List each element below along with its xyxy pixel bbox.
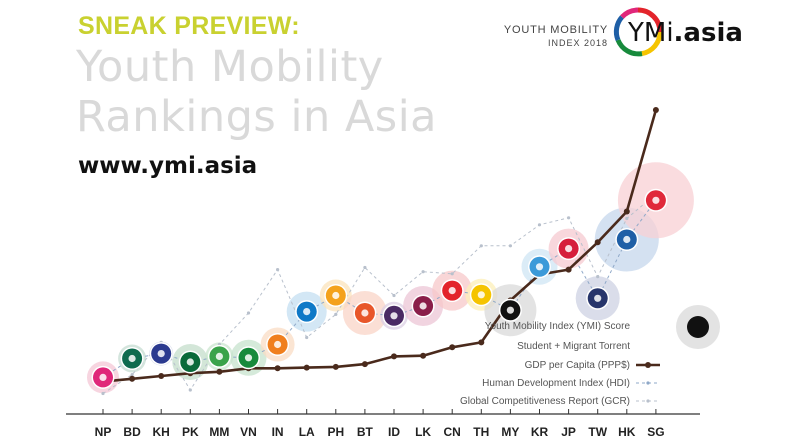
gdp-point-sg bbox=[652, 107, 659, 113]
gcr-point-np bbox=[101, 391, 105, 396]
flag-emblem-cn bbox=[448, 287, 456, 295]
gdp-point-kh bbox=[158, 373, 165, 379]
preview-kicker: SNEAK PREVIEW: bbox=[78, 12, 300, 40]
gdp-point-bt bbox=[361, 361, 368, 368]
flag-emblem-id bbox=[390, 312, 398, 320]
legend-gcr-label: Global Competitiveness Report (GCR) bbox=[459, 396, 630, 407]
gdp-point-mm bbox=[216, 368, 223, 375]
flag-emblem-vn bbox=[244, 354, 253, 362]
x-tick-label-in: IN bbox=[272, 425, 284, 439]
gcr-point-lk bbox=[421, 270, 425, 274]
x-tick-label-th: TH bbox=[473, 425, 489, 439]
x-tick-label-tw: TW bbox=[588, 425, 607, 439]
logo-brand-suffix: .asia bbox=[673, 18, 743, 48]
x-tick-label-id: ID bbox=[388, 425, 400, 439]
chart-title-line-2: Rankings in Asia bbox=[76, 92, 437, 142]
gcr-point-hk bbox=[625, 216, 629, 221]
logo-subtitle-line-1: YOUTH MOBILITY bbox=[503, 24, 608, 36]
x-tick-label-mm: MM bbox=[209, 425, 229, 439]
flag-emblem-kr bbox=[535, 263, 544, 271]
gcr-point-jp bbox=[567, 216, 571, 220]
x-tick-label-ph: PH bbox=[327, 425, 344, 439]
x-tick-label-kh: KH bbox=[153, 425, 170, 439]
legend-gdp-label: GDP per Capita (PPP$) bbox=[524, 360, 630, 371]
gcr-point-pk bbox=[188, 388, 192, 392]
flag-emblem-sg bbox=[652, 196, 660, 204]
flag-emblem-lk bbox=[419, 302, 427, 310]
x-tick-label-la: LA bbox=[299, 425, 315, 439]
gcr-point-vn bbox=[246, 311, 251, 315]
flag-emblem-ph bbox=[332, 291, 340, 300]
legend-gcr-marker-dot bbox=[646, 399, 650, 403]
x-tick-label-bt: BT bbox=[357, 425, 374, 439]
flag-emblem-np bbox=[99, 373, 107, 381]
gdp-point-ph bbox=[332, 363, 339, 370]
gcr-point-cn bbox=[450, 272, 454, 276]
gdp-point-la bbox=[303, 364, 310, 371]
flag-emblem-in bbox=[274, 340, 282, 349]
flag-emblem-bt bbox=[361, 309, 369, 317]
x-tick-label-kr: KR bbox=[531, 425, 549, 439]
legend-hdi-marker-dot bbox=[646, 381, 650, 385]
legend-ymi-marker bbox=[687, 316, 709, 338]
gcr-point-id bbox=[392, 293, 396, 298]
logo-ring-icon bbox=[613, 7, 663, 57]
x-tick-label-my: MY bbox=[501, 425, 519, 439]
flag-emblem-pk bbox=[186, 358, 194, 366]
gcr-point-tw bbox=[596, 275, 600, 279]
website-url[interactable]: www.ymi.asia bbox=[78, 153, 258, 179]
gcr-point-ph bbox=[334, 312, 338, 316]
gdp-point-lk bbox=[420, 352, 427, 359]
gcr-point-my bbox=[508, 244, 512, 248]
x-tick-label-lk: LK bbox=[415, 425, 431, 439]
gdp-point-th bbox=[478, 339, 485, 346]
ymi-logo: YOUTH MOBILITY INDEX 2018 YMi.asia bbox=[500, 6, 743, 62]
x-tick-label-jp: JP bbox=[561, 425, 576, 439]
x-tick-label-pk: PK bbox=[182, 425, 199, 439]
chart-title-line-1: Youth Mobility bbox=[76, 42, 384, 92]
gdp-point-bd bbox=[129, 375, 136, 382]
gcr-point-kr bbox=[537, 223, 542, 227]
legend-gdp-marker-dot bbox=[645, 362, 651, 368]
flag-emblem-jp bbox=[565, 245, 573, 253]
gdp-point-jp bbox=[565, 266, 572, 273]
x-tick-label-sg: SG bbox=[647, 425, 664, 439]
gcr-point-bt bbox=[363, 265, 367, 270]
legend-torrent-label: Student + Migrant Torrent bbox=[517, 341, 630, 352]
flag-emblem-kh bbox=[157, 350, 165, 358]
gcr-point-bd bbox=[130, 373, 134, 377]
legend-hdi-label: Human Development Index (HDI) bbox=[482, 378, 630, 389]
logo-brand-prefix: YMi bbox=[628, 18, 674, 48]
flag-emblem-tw bbox=[594, 294, 602, 302]
flag-emblem-hk bbox=[623, 235, 631, 244]
logo-brand: YMi.asia bbox=[628, 18, 743, 48]
flag-emblem-la bbox=[303, 308, 311, 316]
flag-emblem-mm bbox=[215, 352, 223, 360]
gcr-point-in bbox=[276, 268, 280, 272]
x-tick-label-vn: VN bbox=[240, 425, 257, 439]
gdp-point-in bbox=[274, 365, 281, 372]
x-tick-label-np: NP bbox=[95, 425, 112, 439]
gcr-series-line bbox=[102, 193, 657, 394]
gdp-series-line bbox=[102, 109, 658, 383]
legend-ymi-label: Youth Mobility Index (YMI) Score bbox=[484, 321, 630, 332]
gdp-point-hk bbox=[623, 208, 630, 215]
gdp-point-cn bbox=[449, 344, 456, 351]
gcr-point-th bbox=[479, 244, 483, 248]
gcr-point-la bbox=[305, 335, 309, 340]
logo-subtitle-line-2: INDEX 2018 bbox=[547, 38, 608, 48]
gdp-point-tw bbox=[594, 239, 601, 246]
flag-emblem-bd bbox=[128, 354, 136, 363]
x-tick-label-bd: BD bbox=[123, 425, 141, 439]
gdp-point-id bbox=[391, 353, 397, 360]
x-tick-label-hk: HK bbox=[618, 425, 636, 439]
x-tick-label-cn: CN bbox=[444, 425, 461, 439]
flag-emblem-my bbox=[506, 306, 514, 314]
flag-emblem-th bbox=[477, 291, 485, 299]
